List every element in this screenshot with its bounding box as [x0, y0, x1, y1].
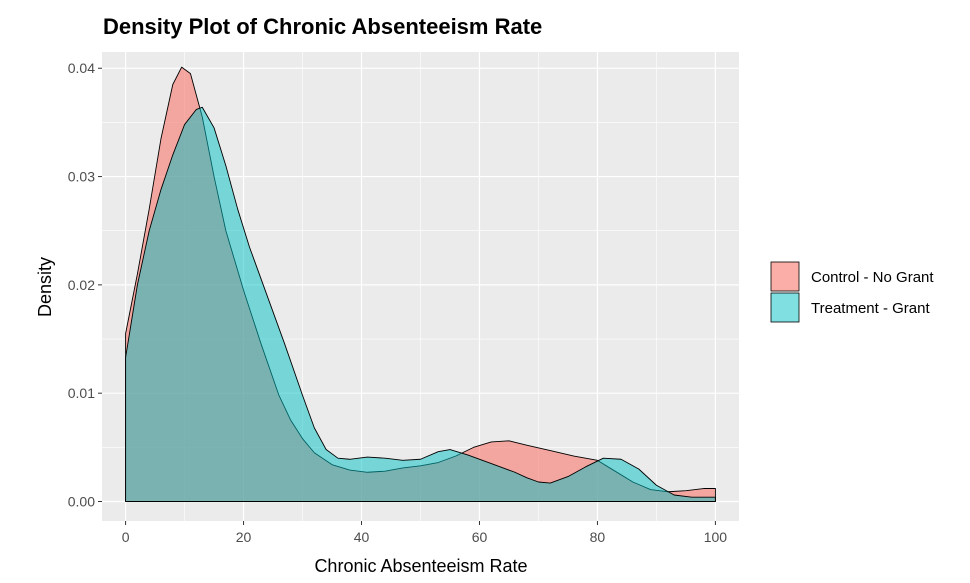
y-axis: 0.00 0.01 0.02 0.03 0.04 [68, 60, 102, 510]
x-tick-label: 80 [590, 529, 606, 545]
y-tick-label: 0.02 [68, 277, 95, 293]
density-area-treatment [125, 106, 716, 502]
x-tick-label: 100 [704, 529, 728, 545]
x-tick-label: 40 [354, 529, 370, 545]
legend-item-control: Control - No Grant [770, 261, 934, 292]
x-tick-label: 0 [122, 529, 130, 545]
y-tick-label: 0.00 [68, 494, 95, 510]
legend: Control - No Grant Treatment - Grant [770, 261, 934, 323]
series-layer [125, 66, 716, 502]
chart-title: Density Plot of Chronic Absenteeism Rate [103, 14, 542, 39]
x-tick-label: 60 [472, 529, 488, 545]
legend-key-treatment [770, 292, 800, 323]
y-tick-label: 0.03 [68, 169, 95, 185]
legend-item-treatment: Treatment - Grant [770, 292, 930, 323]
y-axis-title: Density [35, 257, 55, 317]
legend-label-control: Control - No Grant [811, 269, 934, 286]
x-tick-label: 20 [236, 529, 252, 545]
y-tick-label: 0.01 [68, 385, 95, 401]
y-tick-label: 0.04 [68, 60, 95, 76]
x-axis-title: Chronic Absenteeism Rate [314, 556, 527, 576]
legend-key-control [770, 261, 800, 292]
legend-label-treatment: Treatment - Grant [811, 300, 930, 317]
x-axis: 0 20 40 60 80 100 [122, 521, 728, 545]
